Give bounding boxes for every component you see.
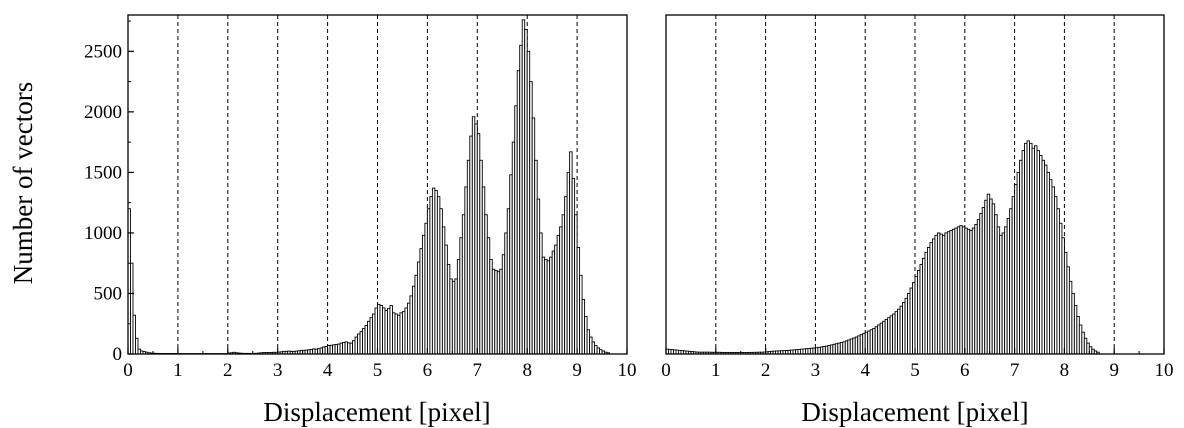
y-tick-label: 2000 bbox=[84, 102, 122, 123]
right-histogram-panel: 0 1 2 3 4 5 6 7 8 9 10 bbox=[661, 14, 1174, 381]
x-tick-label: 1 bbox=[173, 360, 183, 381]
x-tick-label: 10 bbox=[1155, 360, 1174, 381]
x-tick-label: 5 bbox=[910, 360, 920, 381]
x-axis-title-right: Displacement [pixel] bbox=[801, 397, 1028, 427]
y-axis-title: Number of vectors bbox=[8, 82, 38, 284]
x-tick-label: 5 bbox=[373, 360, 383, 381]
x-tick-label: 9 bbox=[572, 360, 582, 381]
y-tick-label: 0 bbox=[113, 344, 123, 365]
x-tick-label: 0 bbox=[661, 360, 671, 381]
left-histogram-panel: 0 1 2 3 4 5 6 7 8 9 10 0 500 1000 1500 2000 2500 bbox=[84, 14, 637, 381]
x-tick-label: 4 bbox=[860, 360, 870, 381]
x-tick-label: 7 bbox=[473, 360, 483, 381]
x-tick-label: 3 bbox=[273, 360, 283, 381]
x-tick-label: 2 bbox=[223, 360, 233, 381]
x-tick-label: 6 bbox=[423, 360, 433, 381]
x-tick-label: 1 bbox=[711, 360, 721, 381]
y-tick-label: 500 bbox=[94, 283, 123, 304]
x-tick-label: 3 bbox=[811, 360, 821, 381]
x-tick-label: 2 bbox=[761, 360, 771, 381]
x-axis-title-left: Displacement [pixel] bbox=[263, 397, 490, 427]
x-tick-label: 0 bbox=[123, 360, 133, 381]
x-tick-label: 4 bbox=[323, 360, 333, 381]
y-tick-label: 1500 bbox=[84, 162, 122, 183]
y-tick-label: 2500 bbox=[84, 41, 122, 62]
y-tick-label: 1000 bbox=[84, 223, 122, 244]
x-tick-label: 8 bbox=[522, 360, 532, 381]
x-tick-label: 7 bbox=[1010, 360, 1020, 381]
x-tick-label: 6 bbox=[960, 360, 970, 381]
x-tick-label: 10 bbox=[618, 360, 637, 381]
x-tick-label: 8 bbox=[1060, 360, 1070, 381]
x-tick-label: 9 bbox=[1109, 360, 1119, 381]
